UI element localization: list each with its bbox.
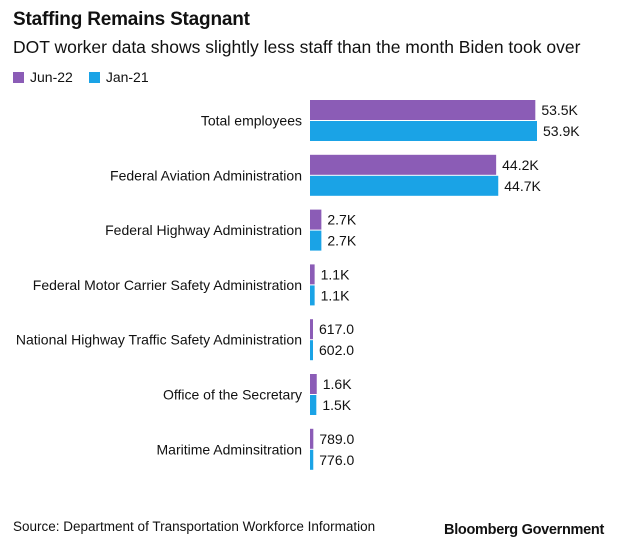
data-label-jan-21-office-of-the-secretary: 1.5K [322, 397, 351, 413]
data-label-jun-22-federal-aviation-administration: 44.2K [502, 157, 539, 173]
data-label-jun-22-office-of-the-secretary: 1.6K [323, 376, 352, 392]
brand-logo-text: Bloomberg Government [444, 522, 604, 538]
bar-jun-22-federal-motor-carrier-safety-administration [310, 264, 315, 285]
legend-label-jan-21: Jan-21 [105, 69, 149, 85]
category-label-federal-aviation-administration: Federal Aviation Administration [110, 167, 302, 183]
data-label-jan-21-maritime-adminsitration: 776.0 [319, 452, 354, 468]
legend-item-jan-21: Jan-21 [88, 69, 149, 85]
legend-swatch-jan-21 [88, 71, 100, 83]
bar-jan-21-maritime-adminsitration [310, 449, 314, 470]
data-label-jan-21-federal-aviation-administration: 44.7K [504, 178, 541, 194]
category-label-office-of-the-secretary: Office of the Secretary [163, 387, 302, 403]
legend-label-jun-22: Jun-22 [30, 69, 73, 85]
bar-jan-21-federal-aviation-administration [310, 175, 499, 196]
data-label-jun-22-total-employees: 53.5K [541, 102, 578, 118]
category-label-national-highway-traffic-safety-administration: National Highway Traffic Safety Administ… [16, 332, 302, 348]
data-label-jan-21-federal-motor-carrier-safety-administration: 1.1K [321, 287, 350, 303]
bar-jan-21-federal-motor-carrier-safety-administration [310, 285, 315, 306]
data-label-jun-22-federal-motor-carrier-safety-administration: 1.1K [321, 266, 350, 282]
category-label-federal-highway-administration: Federal Highway Administration [105, 222, 302, 238]
data-label-jan-21-total-employees: 53.9K [543, 123, 580, 139]
category-label-maritime-adminsitration: Maritime Adminsitration [157, 441, 303, 457]
bar-jun-22-federal-aviation-administration [310, 154, 497, 175]
bar-jun-22-office-of-the-secretary [310, 374, 317, 394]
bar-jan-21-total-employees [310, 121, 537, 141]
data-label-jan-21-national-highway-traffic-safety-administration: 602.0 [319, 342, 354, 358]
bar-jun-22-maritime-adminsitration [310, 428, 314, 449]
data-label-jun-22-federal-highway-administration: 2.7K [327, 212, 356, 228]
bar-jun-22-national-highway-traffic-safety-administration [310, 319, 313, 340]
bar-jun-22-federal-highway-administration [310, 209, 322, 230]
chart-subtitle: DOT worker data shows slightly less staf… [13, 37, 581, 57]
bar-jan-21-national-highway-traffic-safety-administration [310, 340, 313, 361]
bar-jun-22-total-employees [310, 100, 536, 120]
data-label-jun-22-maritime-adminsitration: 789.0 [319, 431, 354, 447]
bar-jan-21-federal-highway-administration [310, 230, 322, 251]
category-label-federal-motor-carrier-safety-administration: Federal Motor Carrier Safety Administrat… [33, 277, 302, 293]
bar-jan-21-office-of-the-secretary [310, 395, 317, 415]
data-label-jun-22-national-highway-traffic-safety-administration: 617.0 [319, 321, 354, 337]
legend: Jun-22 Jan-21 [13, 69, 149, 85]
data-label-jan-21-federal-highway-administration: 2.7K [327, 233, 356, 249]
legend-item-jun-22: Jun-22 [13, 69, 73, 85]
legend-swatch-jun-22 [13, 71, 24, 83]
category-label-total-employees: Total employees [201, 113, 302, 129]
chart-title: Staffing Remains Stagnant [13, 9, 250, 30]
source-note: Source: Department of Transportation Wor… [13, 519, 376, 534]
